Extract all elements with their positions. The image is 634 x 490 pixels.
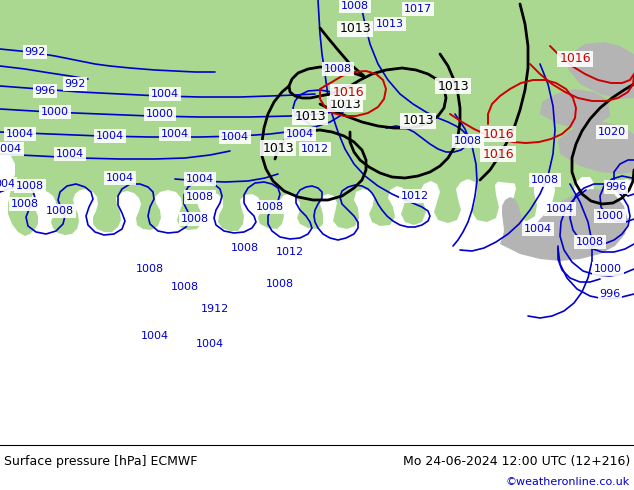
Text: 1004: 1004: [96, 131, 124, 141]
Text: 1008: 1008: [136, 264, 164, 274]
Text: 1004: 1004: [186, 174, 214, 184]
Text: 1008: 1008: [266, 279, 294, 289]
Text: 1013: 1013: [294, 111, 326, 123]
Text: 1004: 1004: [196, 339, 224, 349]
Text: 1004: 1004: [106, 173, 134, 183]
Text: 1004: 1004: [161, 129, 189, 139]
Text: 1008: 1008: [11, 199, 39, 209]
Text: 1000: 1000: [596, 211, 624, 221]
Text: 1008: 1008: [171, 282, 199, 292]
Text: 1017: 1017: [404, 4, 432, 14]
Text: 996: 996: [34, 86, 56, 96]
Text: 1004: 1004: [6, 129, 34, 139]
Text: 1012: 1012: [276, 247, 304, 257]
Text: 992: 992: [24, 47, 46, 57]
Text: 1004: 1004: [0, 144, 22, 154]
Text: 1013: 1013: [437, 79, 469, 93]
Text: 1008: 1008: [324, 64, 352, 74]
Text: 1000: 1000: [41, 107, 69, 117]
Text: 1008: 1008: [341, 1, 369, 11]
Text: Surface pressure [hPa] ECMWF: Surface pressure [hPa] ECMWF: [4, 455, 197, 468]
Text: 1016: 1016: [482, 127, 514, 141]
Text: 1004: 1004: [546, 204, 574, 214]
Text: 1020: 1020: [598, 127, 626, 137]
Text: 992: 992: [64, 79, 86, 89]
Text: 1013: 1013: [339, 23, 371, 35]
Text: 004: 004: [0, 179, 16, 189]
Text: 1000: 1000: [146, 109, 174, 119]
Text: 1004: 1004: [56, 149, 84, 159]
Text: 1008: 1008: [576, 237, 604, 247]
Text: 1008: 1008: [186, 192, 214, 202]
Text: 1012: 1012: [301, 144, 329, 154]
Text: Mo 24-06-2024 12:00 UTC (12+216): Mo 24-06-2024 12:00 UTC (12+216): [403, 455, 630, 468]
Text: 1008: 1008: [256, 202, 284, 212]
Text: 1016: 1016: [559, 52, 591, 66]
Text: 1912: 1912: [201, 304, 229, 314]
Text: 1008: 1008: [46, 206, 74, 216]
Text: 1016: 1016: [332, 85, 364, 98]
Text: 1013: 1013: [329, 98, 361, 111]
Text: 1008: 1008: [454, 136, 482, 146]
Text: 1004: 1004: [141, 331, 169, 341]
Text: 1000: 1000: [594, 264, 622, 274]
Text: 1004: 1004: [221, 132, 249, 142]
Text: 1008: 1008: [181, 214, 209, 224]
Text: 1013: 1013: [376, 19, 404, 29]
Text: ©weatheronline.co.uk: ©weatheronline.co.uk: [506, 477, 630, 487]
Text: 1004: 1004: [151, 89, 179, 99]
Text: 1004: 1004: [286, 129, 314, 139]
Text: 1012: 1012: [401, 191, 429, 201]
Text: 996: 996: [599, 289, 621, 299]
Text: 1004: 1004: [524, 224, 552, 234]
Text: 1013: 1013: [402, 115, 434, 127]
Text: 1016: 1016: [482, 147, 514, 161]
Text: 1008: 1008: [531, 175, 559, 185]
Text: 1013: 1013: [262, 142, 294, 154]
Text: 1008: 1008: [16, 181, 44, 191]
Text: 1008: 1008: [231, 243, 259, 253]
Text: 996: 996: [605, 182, 626, 192]
